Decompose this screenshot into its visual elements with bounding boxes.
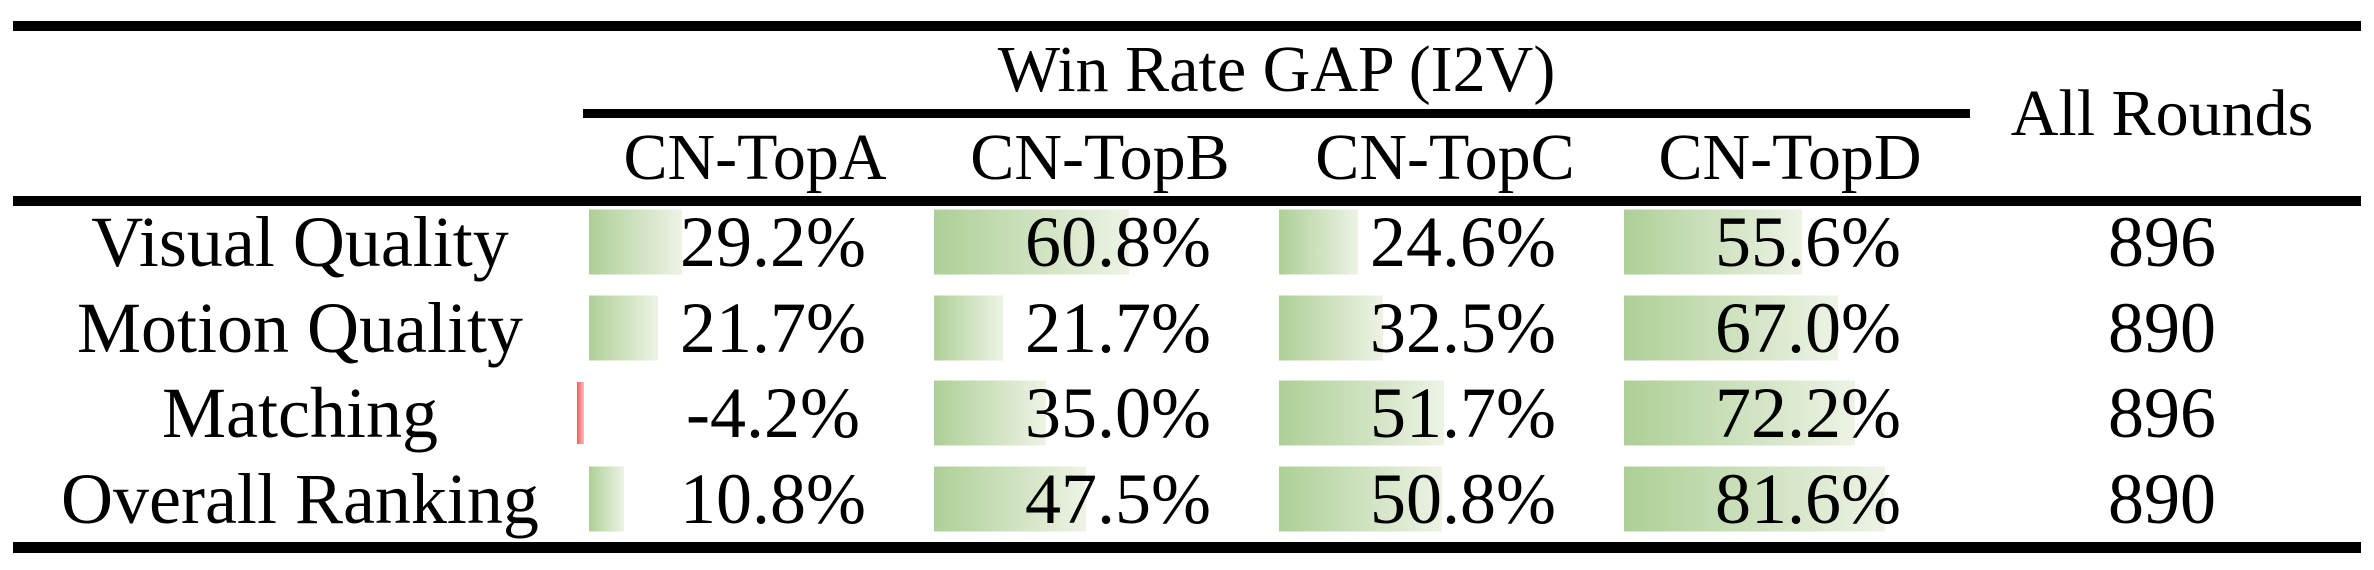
cell-value-text: 29.2% [680, 201, 866, 282]
header-separator-rule [13, 196, 2361, 206]
table-row: Matching -4.2% 35.0% 51.7% 72.2% 896 [0, 371, 2374, 457]
data-bar [934, 209, 1129, 275]
value-cell: 50.8% [1273, 456, 1617, 542]
table-bottom-rule [13, 542, 2361, 553]
data-bar [934, 466, 1086, 532]
column-headers: CN-TopA CN-TopB CN-TopC CN-TopD [0, 120, 2374, 196]
value-cell: 10.8% [583, 456, 927, 542]
cell-value-text: 32.5% [1370, 287, 1556, 368]
value-cell: 67.0% [1618, 285, 1962, 371]
cell-value-text: 10.8% [680, 459, 866, 540]
cell-value-text: 47.5% [1025, 459, 1211, 540]
value-cell: 60.8% [928, 199, 1272, 285]
data-bar [577, 382, 584, 445]
column-header-cn-topd: CN-TopD [1658, 121, 1922, 194]
cell-value-text: 21.7% [1025, 287, 1211, 368]
cell-value-text: 51.7% [1370, 373, 1556, 454]
data-bar [1279, 295, 1383, 361]
cell-value-text: 67.0% [1715, 287, 1901, 368]
value-cell: 29.2% [583, 199, 927, 285]
value-cell: 32.5% [1273, 285, 1617, 371]
data-bar [589, 209, 682, 275]
cell-value-text: 50.8% [1370, 459, 1556, 540]
row-label: Overall Ranking [61, 459, 539, 540]
column-header-cn-topa: CN-TopA [623, 121, 887, 194]
value-cell: 21.7% [928, 285, 1272, 371]
table-row: Motion Quality 21.7% 21.7% 32.5% 67.0% 8… [0, 285, 2374, 371]
cell-value-text: 55.6% [1715, 201, 1901, 282]
data-bar [1279, 380, 1444, 446]
all-rounds-value: 896 [2108, 373, 2216, 454]
data-bar [934, 295, 1003, 361]
cell-value-text: 81.6% [1715, 459, 1901, 540]
all-rounds-value: 890 [2108, 287, 2216, 368]
value-cell: 21.7% [583, 285, 927, 371]
cell-value-text: 21.7% [680, 287, 866, 368]
table-title: Win Rate GAP (I2V) [997, 33, 1556, 106]
value-cell: 51.7% [1273, 371, 1617, 457]
cell-value-text: 35.0% [1025, 373, 1211, 454]
table-row: Visual Quality 29.2% 60.8% 24.6% 55.6% 8… [0, 199, 2374, 285]
data-bar [1624, 295, 1838, 361]
all-rounds-value: 896 [2108, 201, 2216, 282]
data-bar [1624, 380, 1855, 446]
cell-value-text: 60.8% [1025, 201, 1211, 282]
data-bar [589, 466, 624, 532]
value-cell: 24.6% [1273, 199, 1617, 285]
data-bar [1624, 466, 1885, 532]
table-top-rule [13, 21, 2361, 31]
table-body: Visual Quality 29.2% 60.8% 24.6% 55.6% 8… [0, 199, 2374, 542]
all-rounds-column-header: All Rounds [2010, 76, 2314, 150]
data-bar [1279, 209, 1358, 275]
row-label: Visual Quality [91, 201, 509, 282]
table-row: Overall Ranking 10.8% 47.5% 50.8% 81.6% … [0, 456, 2374, 542]
value-cell: 47.5% [928, 456, 1272, 542]
cell-value-text: -4.2% [686, 373, 860, 454]
column-header-cn-topb: CN-TopB [970, 121, 1230, 194]
data-bar [934, 380, 1046, 446]
row-label: Matching [162, 373, 438, 454]
value-cell: 35.0% [928, 371, 1272, 457]
row-label: Motion Quality [77, 287, 523, 368]
data-bar [1624, 209, 1802, 275]
title-underline-rule [583, 109, 1970, 118]
all-rounds-value: 890 [2108, 459, 2216, 540]
data-bar [1279, 466, 1442, 532]
value-cell: 72.2% [1618, 371, 1962, 457]
value-cell: 55.6% [1618, 199, 1962, 285]
value-cell: -4.2% [577, 371, 927, 457]
column-header-cn-topc: CN-TopC [1315, 121, 1575, 194]
cell-value-text: 24.6% [1370, 201, 1556, 282]
data-bar [589, 295, 658, 361]
value-cell: 81.6% [1618, 456, 1962, 542]
cell-value-text: 72.2% [1715, 373, 1901, 454]
